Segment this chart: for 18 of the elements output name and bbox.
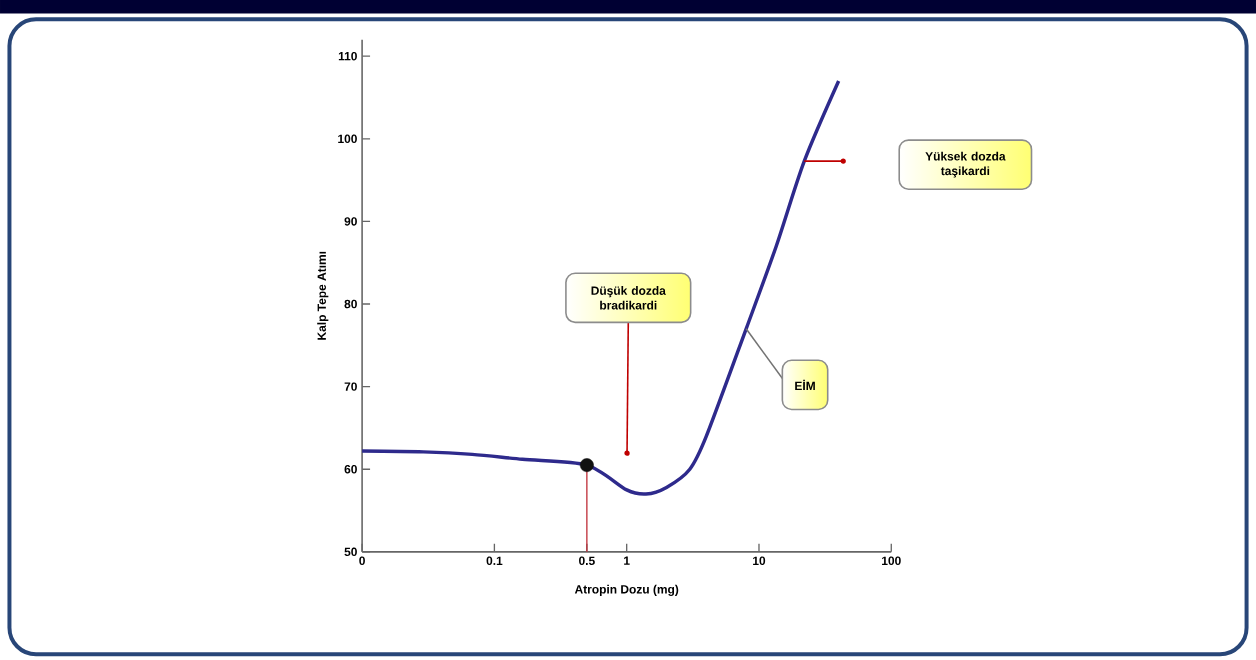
- x-axis-title: Atropin Dozu (mg): [574, 584, 679, 596]
- x-tick-label: 0.5: [579, 556, 595, 566]
- y-tick-label: 80: [344, 299, 357, 309]
- y-tick-label: 70: [344, 382, 357, 391]
- y-tick-label: 50: [344, 547, 357, 557]
- x-tick-label: 0: [359, 556, 365, 566]
- y-tick-label: 60: [344, 465, 357, 474]
- y-axis-title: Kalp Tepe Atımı: [317, 251, 329, 340]
- x-tick-label: 10: [753, 556, 766, 566]
- annotation: Düşük dozda bradikardi: [591, 286, 666, 310]
- x-tick-label: 100: [882, 556, 901, 566]
- x-tick-label: 1: [624, 556, 630, 565]
- x-tick-label: 0.1: [486, 556, 503, 566]
- y-tick-label: 110: [338, 52, 357, 61]
- y-tick-label: 90: [344, 217, 357, 226]
- y-tick-label: 100: [338, 134, 357, 144]
- annotation: EİM: [795, 379, 815, 391]
- text: Yüksek dozda taşikardi: [925, 151, 1006, 178]
